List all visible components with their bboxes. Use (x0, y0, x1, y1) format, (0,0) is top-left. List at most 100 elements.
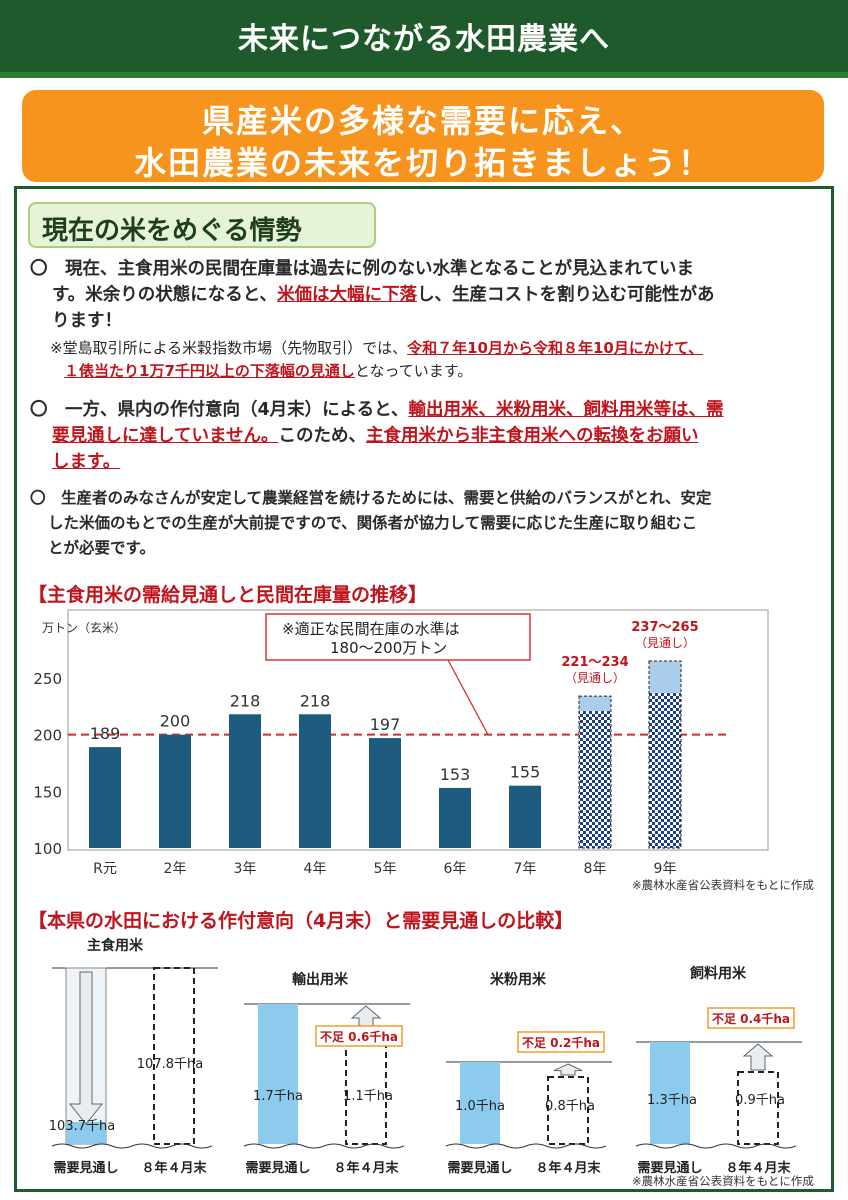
intent-value: 0.8千ha (545, 1099, 595, 1114)
chart-2-heading: 【本県の水田における作付意向（4月末）と需要見通しの比較】 (28, 910, 574, 932)
callout-text-2: 180～200万トン (330, 639, 447, 657)
demand-value: 1.3千ha (647, 1093, 697, 1108)
x-tick-label: 7年 (514, 861, 537, 877)
projection-base-8年 (579, 710, 611, 848)
intent-bar (547, 1076, 589, 1145)
callout-text-1: ※適正な民間在庫の水準は (282, 620, 460, 638)
paragraph-2: 〇 一方、県内の作付意向（4月末）によると、輸出用米、米粉用米、飼料用米等は、需… (30, 397, 830, 475)
emphasis-text: します。 (52, 452, 121, 472)
emphasis-text: 輸出用米、米粉用米、飼料用米等は、需 (408, 400, 724, 420)
bar-2年 (159, 734, 191, 848)
projection-sub-label: （見通し） (565, 671, 625, 685)
intent-bar (345, 1031, 387, 1145)
chart-2-source: ※農林水産省公表資料をもとに作成 (632, 1174, 814, 1188)
up-arrow-icon (553, 1063, 583, 1076)
note-line-2: １俵当たり1万7千円以上の下落幅の見通しとなっています。 (50, 360, 830, 383)
x-tick-label: 5年 (374, 861, 397, 877)
paragraph-3-line-3: とが必要です。 (48, 539, 155, 557)
projection-label: 221～234 (561, 655, 628, 670)
plot-area (67, 609, 769, 851)
text-span: 〇 一方、県内の作付意向（4月末）によると、 (30, 400, 409, 420)
intent-axis-label: ８年４月末 (333, 1160, 399, 1176)
intent-bar (737, 1071, 779, 1145)
bar-value-label: 153 (440, 765, 471, 784)
baseline-wave (243, 1143, 405, 1149)
section-heading: 現在の米をめぐる情勢 (28, 202, 376, 248)
intent-axis-label: ８年４月末 (535, 1160, 601, 1176)
shortage-label: 不足 0.4千ha (712, 1011, 790, 1026)
emphasis-text: 要見通しに達していません。 (52, 426, 279, 446)
projection-base-9年 (649, 692, 681, 848)
baseline-wave (445, 1143, 607, 1149)
intent-value: 107.8千ha (137, 1057, 203, 1072)
demand-bar (650, 1042, 690, 1144)
demand-value: 1.0千ha (455, 1099, 505, 1114)
intent-axis-label: ８年４月末 (725, 1160, 791, 1176)
paragraph-1: 〇 現在、主食用米の民間在庫量は過去に例のない水準となることが見込まれていま す… (30, 256, 830, 334)
group-title: 飼料用米 (689, 965, 747, 982)
chart-1-heading: 【主食用米の需給見通しと民間在庫量の推移】 (28, 584, 428, 606)
paragraph-2-line-1: 〇 一方、県内の作付意向（4月末）によると、輸出用米、米粉用米、飼料用米等は、需 (30, 397, 830, 423)
note-line-1: ※堂島取引所による米穀指数市場（先物取引）では、令和７年10月から令和８年10月… (50, 337, 830, 360)
bar-value-label: 218 (230, 691, 261, 710)
shortage-label: 不足 0.6千ha (320, 1029, 398, 1044)
bar-7年 (509, 785, 541, 848)
projection-sub-label: （見通し） (635, 636, 695, 650)
bar-value-label: 218 (300, 691, 331, 710)
text-span: となっています。 (354, 362, 473, 380)
paragraph-1-line-2: す。米余りの状態になると、米価は大幅に下落し、生産コストを割り込む可能性があ (30, 282, 830, 308)
bar-3年 (229, 714, 261, 848)
paragraph-2-line-3: します。 (30, 449, 830, 475)
text-span: す。米余りの状態になると、 (52, 285, 278, 305)
projection-outline-9年 (648, 660, 682, 849)
projection-range-9年 (649, 661, 681, 693)
shortage-tag (707, 1007, 795, 1029)
demand-axis-label: 需要見通し (447, 1160, 512, 1176)
callout-box (265, 613, 531, 661)
demand-bar (460, 1062, 500, 1144)
x-tick-label: 4年 (304, 861, 327, 877)
x-tick-label: 2年 (164, 861, 187, 877)
emphasis-text: 令和７年10月から令和８年10月にかけて、 (407, 339, 704, 357)
paragraph-3-line-1: 〇 生産者のみなさんが安定して農業経営を続けるためには、需要と供給のバランスがと… (30, 489, 712, 507)
text-span: し、生産コストを割り込む可能性があ (417, 285, 715, 305)
banner-line-2: 水田農業の未来を切り拓きましょう！ (133, 144, 712, 182)
demand-axis-label: 需要見通し (53, 1160, 118, 1176)
paragraph-3: 〇 生産者のみなさんが安定して農業経営を続けるためには、需要と供給のバランスがと… (30, 486, 830, 561)
shortage-tag (517, 1031, 605, 1053)
baseline-wave (635, 1143, 797, 1149)
demand-fill (66, 1122, 106, 1144)
projection-label: 237～265 (631, 620, 698, 635)
y-tick-label: 200 (33, 727, 62, 745)
demand-axis-label: 需要見通し (637, 1160, 702, 1176)
shortage-label: 不足 0.2千ha (522, 1035, 600, 1050)
x-tick-label: 3年 (234, 861, 257, 877)
shortage-tag (315, 1025, 403, 1047)
y-tick-label: 100 (33, 840, 62, 858)
down-arrow-icon (68, 971, 104, 1125)
demand-value: 103.7千ha (49, 1119, 115, 1134)
demand-axis-label: 需要見通し (245, 1160, 310, 1176)
text-span: ※堂島取引所による米穀指数市場（先物取引）では、 (50, 339, 408, 357)
projection-outline-8年 (578, 695, 612, 849)
section-title: 現在の米をめぐる情勢 (42, 216, 302, 246)
intent-bar (153, 967, 195, 1145)
bar-4年 (299, 714, 331, 848)
intent-axis-label: ８年４月末 (141, 1160, 207, 1176)
y-tick-label: 150 (33, 783, 62, 801)
content-frame (14, 186, 834, 1192)
callout-leader (447, 659, 489, 735)
stock-chart: 万トン（玄米） 100 150 200 250 R元 189 2年 200 3年 218 4年 218 5… (33, 609, 769, 877)
bar-value-label: 200 (160, 712, 191, 731)
bar-value-label: 189 (90, 724, 121, 743)
x-tick-label: 8年 (584, 861, 607, 877)
headline-banner: 県産米の多様な需要に応え、 水田農業の未来を切り拓きましょう！ (22, 90, 824, 182)
x-tick-label: 6年 (444, 861, 467, 877)
futures-note: ※堂島取引所による米穀指数市場（先物取引）では、令和７年10月から令和８年10月… (50, 337, 830, 383)
up-arrow-icon (742, 1043, 774, 1071)
group-title: 主食用米 (87, 937, 144, 954)
paragraph-1-line-1: 〇 現在、主食用米の民間在庫量は過去に例のない水準となることが見込まれていま (30, 259, 694, 279)
emphasis-text: １俵当たり1万7千円以上の下落幅の見通し (64, 362, 355, 380)
intent-value: 0.9千ha (735, 1093, 785, 1108)
